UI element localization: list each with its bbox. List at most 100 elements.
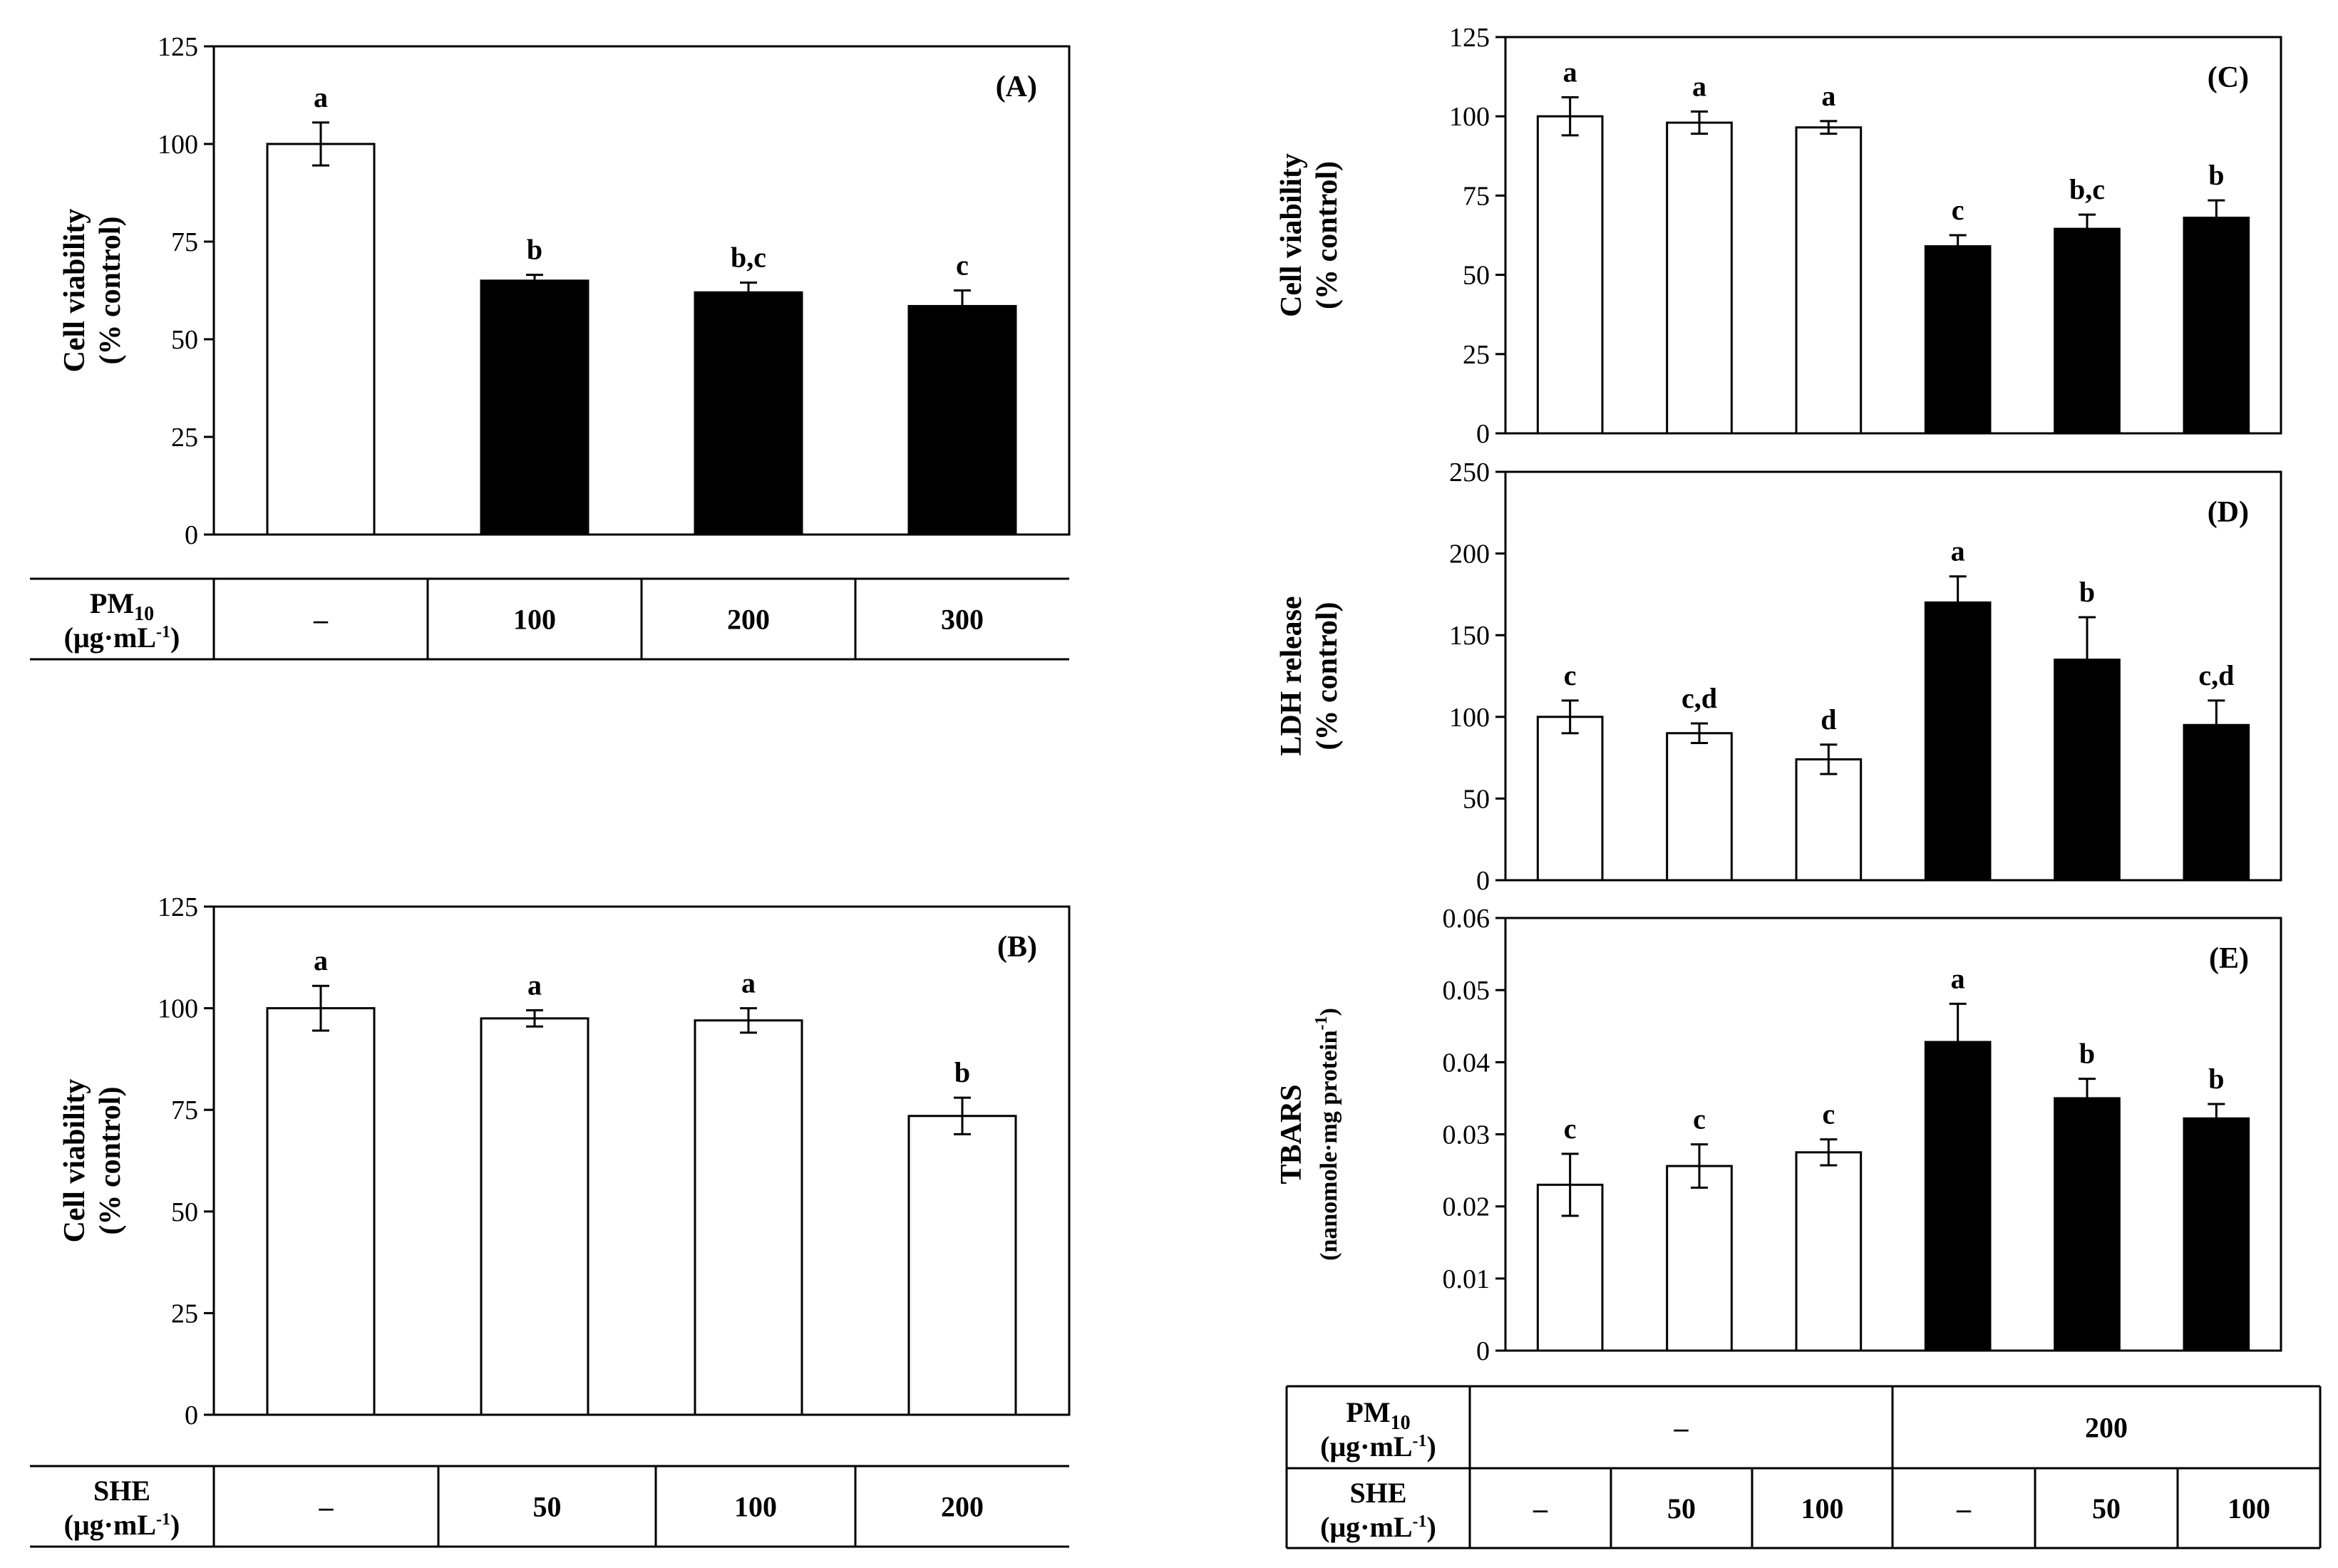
bar: [1924, 1041, 1992, 1352]
table-cell: 50: [2092, 1492, 2121, 1525]
significance-letter: b,c: [731, 242, 766, 274]
bar: [1795, 758, 1863, 882]
significance-letter: c: [1564, 1113, 1577, 1145]
plot-frame: [1504, 917, 2282, 1352]
panel-c: 0 25 50 75 100 125 (C) Cell viability (% control…: [1275, 23, 2282, 449]
y-tick-label: 75: [171, 227, 198, 257]
significance-letter: c: [1822, 1098, 1835, 1130]
y-tick-label: 0.06: [1443, 904, 1490, 934]
y-axis-unit: (% control): [94, 216, 127, 364]
bar: [2183, 217, 2250, 435]
bar: [266, 1007, 376, 1416]
y-tick-label: 100: [158, 994, 198, 1024]
y-tick-label: 125: [1449, 23, 1490, 53]
table-cell: 100: [734, 1491, 777, 1523]
bar: [907, 1115, 1017, 1416]
y-tick-label: 200: [1449, 540, 1490, 569]
bar: [1666, 1165, 1733, 1352]
y-tick-label: 0.05: [1443, 976, 1490, 1006]
significance-letter: a: [1951, 535, 1965, 567]
y-tick-label: 100: [1449, 703, 1490, 733]
plot-frame: [1504, 36, 2282, 435]
table-cell: –: [1674, 1412, 1689, 1444]
panel-e: 0 0.01 0.02 0.03 0.04 0.05 0.06 (E) TBARS (nanomo…: [1275, 904, 2282, 1366]
table-cell: 200: [727, 604, 770, 636]
y-tick-label: 75: [1463, 181, 1490, 211]
y-tick-label: 25: [171, 423, 198, 453]
y-tick-label: 0: [1476, 419, 1490, 449]
table-row-unit: (μg·mL-1): [64, 1509, 180, 1541]
y-tick-label: 0: [1476, 1336, 1490, 1366]
y-tick-label: 0: [1476, 866, 1490, 896]
table-cell: 100: [2228, 1492, 2270, 1525]
table-cell: –: [319, 1491, 334, 1523]
y-tick-label: 50: [1463, 784, 1490, 814]
bar: [907, 304, 1017, 536]
y-axis-unit: (% control): [94, 1086, 127, 1234]
significance-letter: a: [314, 81, 328, 113]
bar: [2054, 227, 2121, 435]
y-tick-label: 0: [185, 1401, 198, 1430]
y-tick-label: 150: [1449, 621, 1490, 651]
y-tick-label: 125: [158, 892, 198, 922]
bar: [480, 1017, 589, 1416]
significance-letter: c: [956, 249, 969, 282]
bar: [694, 1019, 803, 1416]
bar: [1536, 716, 1604, 882]
y-tick-label: 250: [1449, 458, 1490, 488]
significance-letter: b: [954, 1056, 970, 1088]
y-tick-label: 0.02: [1443, 1192, 1490, 1222]
plot-frame: [1504, 470, 2282, 882]
table-b: SHE(μg·mL-1) – 50 100 200: [30, 1465, 1069, 1548]
panel-label: (D): [2208, 496, 2249, 529]
bar: [1795, 1151, 1863, 1352]
significance-letter: b,c: [2069, 173, 2105, 205]
y-tick-label: 0.03: [1443, 1120, 1490, 1150]
table-cell: 100: [1801, 1492, 1844, 1525]
y-tick-label: 0.01: [1443, 1264, 1490, 1294]
panel-label: (C): [2208, 61, 2249, 94]
panel-d: 0 50 100 150 200 250 (D) LDH release (% control)…: [1275, 458, 2282, 896]
table-cell: –: [1956, 1492, 1972, 1525]
y-tick-label: 0.04: [1443, 1048, 1490, 1078]
y-axis-unit: (% control): [1311, 161, 1344, 309]
bar: [1795, 126, 1863, 435]
significance-letter: c: [1952, 194, 1964, 226]
panel-label: (A): [996, 71, 1037, 103]
table-cell: 200: [2085, 1412, 2128, 1444]
table-row-label: PM10: [1346, 1396, 1410, 1434]
significance-letter: a: [741, 967, 756, 999]
table-cell: 100: [513, 604, 556, 636]
table-a: PM10(μg·mL-1) – 100 200 300: [30, 577, 1069, 661]
significance-letter: a: [527, 969, 542, 1001]
plot-frame: [212, 905, 1071, 1416]
significance-letter: c: [1564, 659, 1577, 691]
y-tick-label: 75: [171, 1095, 198, 1125]
significance-letter: b: [2079, 1038, 2095, 1070]
significance-letter: a: [1821, 80, 1835, 112]
table-cell: 200: [941, 1491, 984, 1523]
y-tick-label: 0: [185, 520, 198, 550]
significance-letter: c,d: [1682, 682, 1717, 714]
table-cell: –: [1533, 1492, 1548, 1525]
table-cell: 50: [533, 1491, 562, 1523]
significance-letter: a: [1951, 962, 1965, 994]
y-tick-label: 50: [1463, 261, 1490, 291]
table-row-unit: (μg·mL-1): [1320, 1511, 1436, 1543]
y-axis-label: LDH release: [1275, 596, 1308, 755]
y-axis-label: Cell viability: [58, 209, 91, 373]
bar: [1666, 121, 1733, 435]
y-tick-label: 50: [171, 325, 198, 355]
table-row-unit: (μg·mL-1): [64, 621, 180, 654]
bar: [1924, 245, 1992, 435]
significance-letter: d: [1821, 703, 1836, 736]
significance-letter: a: [1563, 56, 1577, 88]
table-e: PM10(μg·mL-1)SHE(μg·mL-1)– 200– 50 100–50 10…: [1285, 1385, 2322, 1549]
bar: [1924, 601, 1992, 882]
table-row-label: PM10: [90, 587, 154, 625]
y-tick-label: 25: [1463, 340, 1490, 370]
bar: [1666, 732, 1733, 882]
bar: [1536, 115, 1604, 435]
bar: [694, 291, 803, 536]
